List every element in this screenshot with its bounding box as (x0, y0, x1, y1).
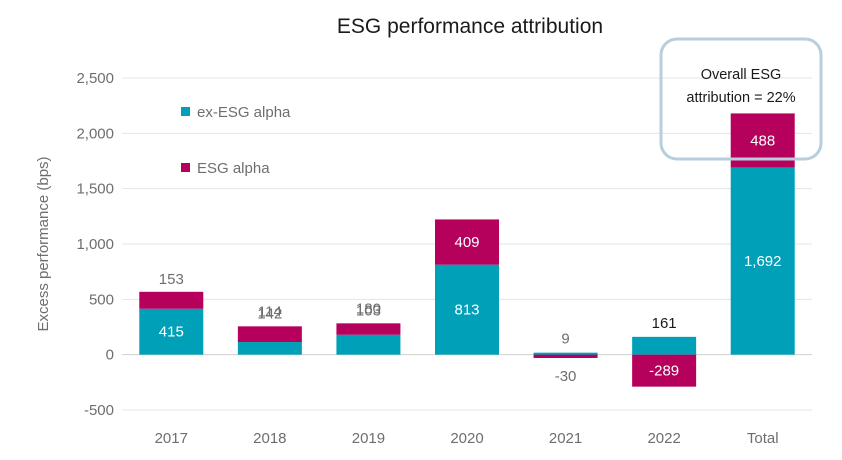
bar-ex-esg-alpha-2018 (237, 342, 302, 355)
bar-esg-alpha-2017 (139, 291, 204, 309)
callout-line-2: attribution = 22% (686, 90, 795, 106)
chart-title: ESG performance attribution (337, 15, 603, 38)
y-tick-label: 500 (89, 291, 114, 308)
label-esg-alpha-total: 488 (750, 132, 775, 149)
label-esg-alpha-2018: 142 (257, 305, 282, 322)
legend-label-ex-esg-alpha: ex-ESG alpha (197, 104, 291, 121)
bar-ex-esg-alpha-2022 (632, 336, 697, 355)
x-tick-label: 2020 (450, 430, 483, 447)
label-esg-alpha-2019: 103 (356, 302, 381, 319)
x-tick-label: 2017 (155, 430, 188, 447)
bar-esg-alpha-2021 (533, 354, 598, 358)
legend-swatch-ex-esg-alpha (181, 107, 190, 116)
bar-ex-esg-alpha-2019 (336, 334, 401, 355)
axis-layer: -500 0 500 1,000 1,500 2,000 2,500 2017 2018 2019… (76, 70, 778, 447)
label-ex-esg-alpha-2022: 161 (652, 315, 677, 332)
label-ex-esg-alpha-2017: 415 (159, 324, 184, 341)
bar-esg-alpha-2020 (435, 219, 499, 265)
callout: Overall ESG attribution = 22% (659, 37, 823, 161)
label-esg-alpha-2017: 153 (159, 271, 184, 288)
label-ex-esg-alpha-2019: 180 (356, 300, 381, 317)
bar-layer (139, 113, 795, 387)
bar-ex-esg-alpha-2021 (533, 352, 598, 356)
y-tick-label: 2,500 (76, 70, 114, 87)
legend-label-esg-alpha: ESG alpha (197, 160, 270, 177)
y-tick-label: 2,000 (76, 125, 114, 142)
callout-box (659, 37, 823, 161)
bar-ex-esg-alpha-total (730, 167, 795, 355)
x-tick-label: 2019 (352, 430, 385, 447)
y-tick-label: -500 (84, 402, 114, 419)
bar-esg-alpha-2018 (237, 326, 302, 343)
x-tick-label: Total (747, 430, 779, 447)
x-tick-label: 2021 (549, 430, 582, 447)
x-tick-label: 2022 (647, 430, 680, 447)
y-tick-label: 0 (106, 347, 114, 364)
label-esg-alpha-2020: 409 (454, 234, 479, 251)
bar-esg-alpha-2019 (336, 323, 401, 335)
callout-line-1: Overall ESG (701, 67, 782, 83)
label-ex-esg-alpha-2020: 813 (454, 302, 479, 319)
label-ex-esg-alpha-2021: 9 (561, 331, 569, 348)
label-ex-esg-alpha-total: 1,692 (744, 253, 782, 270)
label-ex-esg-alpha-2018: 114 (258, 303, 282, 320)
bar-ex-esg-alpha-2017 (139, 308, 204, 355)
y-axis-label: Excess performance (bps) (35, 156, 52, 331)
label-esg-alpha-2022: -289 (649, 363, 679, 380)
legend: ex-ESG alpha ESG alpha (181, 104, 291, 177)
y-tick-label: 1,000 (76, 236, 114, 253)
legend-swatch-esg-alpha (181, 163, 190, 172)
label-esg-alpha-2021: -30 (555, 368, 577, 385)
bar-ex-esg-alpha-2020 (435, 264, 499, 355)
y-tick-label: 1,500 (76, 181, 114, 198)
bar-esg-alpha-2022 (632, 354, 697, 387)
x-tick-label: 2018 (253, 430, 286, 447)
